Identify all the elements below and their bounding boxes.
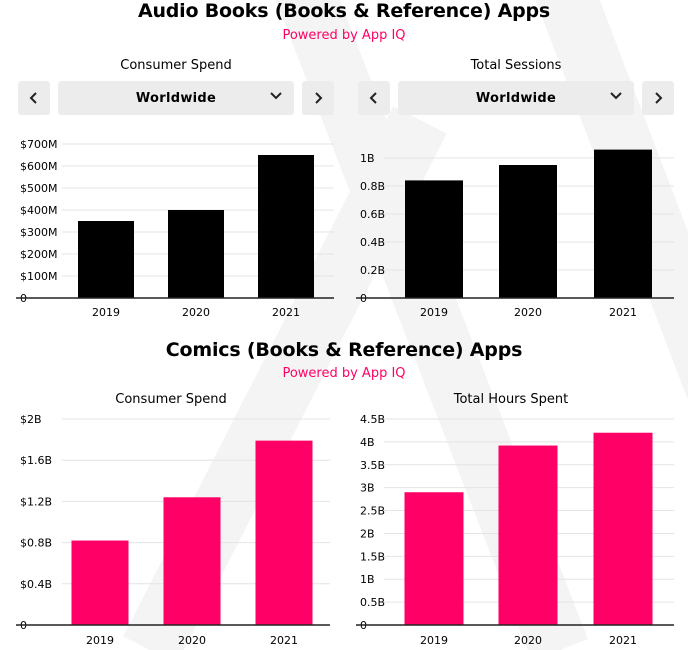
next-button-left[interactable] [302, 81, 334, 115]
y-tick-label: $600M [20, 160, 58, 173]
chart-comics-total-hours: 00.5B1B1.5B2B2.5B3B3.5B4B4.5B20192020202… [356, 413, 674, 647]
chevron-left-icon [369, 92, 377, 104]
chart-title-audio-spend: Consumer Spend [120, 58, 232, 73]
chevron-down-icon [270, 92, 282, 100]
y-tick-label: $100M [20, 270, 58, 283]
x-tick-label: 2019 [420, 634, 448, 647]
y-tick-label: 1.5B [360, 550, 385, 563]
chart-title-comics-hours: Total Hours Spent [453, 392, 569, 407]
x-tick-label: 2021 [272, 306, 300, 319]
bar-2021 [594, 149, 652, 298]
chart-title-audio-sessions: Total Sessions [470, 58, 562, 73]
y-tick-label: 2.5B [360, 505, 385, 518]
section-title-audio: Audio Books (Books & Reference) Apps [137, 0, 551, 22]
y-tick-label: 3.5B [360, 459, 385, 472]
y-tick-label: $1.2B [20, 495, 52, 508]
x-tick-label: 2021 [609, 306, 637, 319]
section-subtitle-audio[interactable]: Powered by App IQ [282, 28, 406, 43]
x-tick-label: 2019 [86, 634, 114, 647]
chart-title-comics-spend: Consumer Spend [115, 392, 227, 407]
x-tick-label: 2019 [92, 306, 120, 319]
x-tick-label: 2021 [270, 634, 298, 647]
bar-2019 [404, 492, 464, 625]
bar-2021 [593, 432, 653, 625]
x-tick-label: 2021 [609, 634, 637, 647]
chart-audio-consumer-spend: 0$100M$200M$300M$400M$500M$600M$700M2019… [16, 138, 334, 319]
region-dropdown-label: Worldwide [475, 90, 557, 106]
region-dropdown-label: Worldwide [135, 90, 217, 106]
y-tick-label: $300M [20, 226, 58, 239]
bar-2020 [163, 497, 221, 625]
y-tick-label: $200M [20, 248, 58, 261]
y-tick-label: $400M [20, 204, 58, 217]
region-dropdown-left[interactable]: Worldwide [58, 81, 294, 115]
bar-2020 [499, 165, 557, 298]
x-tick-label: 2019 [420, 306, 448, 319]
bar-2019 [71, 540, 129, 625]
y-tick-label: 4B [360, 436, 375, 449]
y-tick-label: $1.6B [20, 454, 52, 467]
bar-2019 [78, 221, 134, 298]
x-tick-label: 2020 [514, 634, 542, 647]
bar-2020 [168, 210, 224, 298]
y-tick-label: $700M [20, 138, 58, 151]
chevron-right-icon [315, 92, 323, 104]
y-tick-label: 1B [360, 152, 375, 165]
prev-button-left[interactable] [18, 81, 50, 115]
next-button-right[interactable] [642, 81, 674, 115]
y-tick-label: $2B [20, 413, 42, 426]
bar-2021 [255, 440, 313, 625]
y-tick-label: $0.8B [20, 537, 52, 550]
x-tick-label: 2020 [514, 306, 542, 319]
section-title-comics: Comics (Books & Reference) Apps [165, 339, 523, 361]
chevron-left-icon [29, 92, 37, 104]
bar-2020 [498, 445, 558, 625]
y-tick-label: 0.4B [360, 236, 385, 249]
y-tick-label: 4.5B [360, 413, 385, 426]
section-subtitle-comics[interactable]: Powered by App IQ [282, 366, 406, 381]
y-tick-label: 0.2B [360, 264, 385, 277]
y-tick-label: 0.5B [360, 596, 385, 609]
chevron-right-icon [655, 92, 663, 104]
y-tick-label: 0.8B [360, 180, 385, 193]
y-tick-label: $0.4B [20, 578, 52, 591]
y-tick-label: 0.6B [360, 208, 385, 221]
y-tick-label: 2B [360, 527, 375, 540]
chevron-down-icon [610, 92, 622, 100]
x-tick-label: 2020 [182, 306, 210, 319]
bar-2021 [258, 155, 314, 298]
x-tick-label: 2020 [178, 634, 206, 647]
y-tick-label: $500M [20, 182, 58, 195]
region-dropdown-right[interactable]: Worldwide [398, 81, 634, 115]
bar-2019 [405, 180, 463, 298]
prev-button-right[interactable] [358, 81, 390, 115]
y-tick-label: 3B [360, 482, 375, 495]
y-tick-label: 1B [360, 573, 375, 586]
